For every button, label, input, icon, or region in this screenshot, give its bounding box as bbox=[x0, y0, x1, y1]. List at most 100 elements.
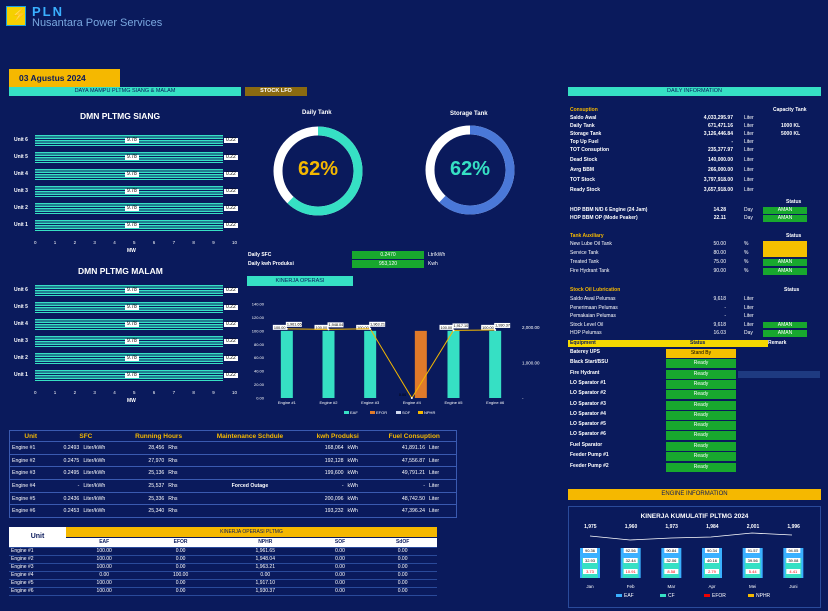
dmn-axis-tick: 10 bbox=[232, 390, 238, 395]
nphr-point bbox=[327, 328, 330, 331]
bar-label: 2.79 bbox=[708, 569, 717, 574]
table-cell: Liter/kWh bbox=[81, 479, 121, 493]
consumption-label: Avrg BBM bbox=[570, 167, 594, 173]
dmn-max: 0.22 bbox=[224, 171, 238, 177]
table-cell: Rhs bbox=[166, 441, 197, 455]
aux-title: Tank Auxiliary bbox=[570, 233, 604, 239]
lub-label: HOP Pelumas bbox=[570, 330, 602, 336]
table-cell: - bbox=[372, 479, 427, 493]
table-cell: 100.00 bbox=[66, 555, 143, 564]
nphr-label: 1,960 bbox=[625, 524, 638, 530]
table-row: Engine #4 0.00 100.00 0.00 0.00 0.00 bbox=[9, 571, 437, 580]
dmn-max: 0.22 bbox=[224, 188, 238, 194]
consumption-unit: Liter bbox=[744, 157, 754, 163]
status-badge: AMAN bbox=[763, 321, 807, 328]
line-label-bg bbox=[494, 322, 511, 328]
dmn-unit-label: Unit 4 bbox=[14, 171, 28, 177]
dmn-value: 9.78 bbox=[125, 205, 139, 211]
eaf-bar bbox=[364, 330, 377, 398]
table-cell bbox=[196, 504, 303, 519]
consumption-unit: Liter bbox=[744, 177, 754, 183]
bar-label-bg bbox=[745, 558, 760, 563]
dmn-value: 9.78 bbox=[125, 304, 139, 310]
nphr-label: 2,001 bbox=[747, 524, 760, 530]
table-cell: 0.00 bbox=[66, 571, 143, 580]
dmn-unit-label: Unit 1 bbox=[14, 372, 28, 378]
aux-value: 90.00 bbox=[713, 268, 726, 274]
header-cell: Unit bbox=[9, 430, 52, 442]
capacity-value: 1000 KL bbox=[781, 123, 801, 129]
bar-label-bg bbox=[664, 558, 679, 563]
equipment-status: Ready bbox=[666, 410, 736, 420]
table-cell: Liter/kWh bbox=[81, 466, 121, 481]
pln-logo bbox=[6, 6, 26, 26]
bar-label: 92.56 bbox=[626, 548, 637, 553]
dmn-value: 9.78 bbox=[125, 188, 139, 194]
lub-unit: Liter bbox=[744, 304, 754, 311]
table-cell: 0.00 bbox=[142, 555, 219, 564]
legend-label: EAF bbox=[624, 593, 634, 599]
line-label: 1,917.10 bbox=[454, 324, 469, 328]
dmn-unit-label: Unit 2 bbox=[14, 205, 28, 211]
aux-label: Service Tank bbox=[570, 250, 599, 256]
dmn-unit-label: Unit 3 bbox=[14, 338, 28, 344]
table-cell bbox=[196, 492, 303, 506]
brand-subtitle: Nusantara Power Services bbox=[32, 17, 163, 29]
y-tick: 60.00 bbox=[254, 355, 265, 360]
nphr-label: 1,984 bbox=[706, 524, 719, 530]
table-cell: - bbox=[302, 479, 346, 493]
daya-header: DAYA MAMPU PLTMG SIANG & MALAM bbox=[9, 87, 241, 96]
dmn-axis-tick: 7 bbox=[172, 390, 176, 395]
dmn-axis-tick: 2 bbox=[73, 240, 77, 245]
table-cell: 28,456 bbox=[120, 441, 167, 455]
table-cell: 0.2436 bbox=[51, 492, 82, 506]
consumption-unit: Liter bbox=[744, 139, 754, 145]
table-cell: Liter bbox=[427, 466, 457, 481]
equipment-header-bar bbox=[568, 340, 768, 347]
bar-label: 40.16 bbox=[707, 558, 718, 563]
table-cell: 0.00 bbox=[311, 563, 369, 572]
consumption-label: Dead Stock bbox=[570, 157, 598, 163]
lub-status-title: Status bbox=[784, 287, 800, 293]
eaf-bar bbox=[489, 330, 502, 398]
table-row: Engine #3 100.00 0.00 1,963.21 0.00 0.00 bbox=[9, 563, 437, 572]
table-cell: Liter bbox=[427, 479, 457, 493]
dmn-axis-label: MW bbox=[127, 248, 136, 254]
x-tick: Engine #5 bbox=[444, 400, 463, 405]
lub-title: Stock Oil Lubrication bbox=[570, 287, 621, 293]
table-cell: 100.00 bbox=[142, 571, 219, 580]
table-row: Engine #1 100.00 0.00 1,961.65 0.00 0.00 bbox=[9, 547, 437, 556]
bar-label: 0.00 bbox=[399, 393, 406, 397]
header-cell: kwh Produksi bbox=[302, 430, 373, 442]
bar-label: 39.08 bbox=[788, 558, 799, 563]
kinerja-operasi-chart: 0.00 20.00 40.00 60.00 80.00 100.00 120.00 140.… bbox=[252, 302, 540, 416]
storage-tank-gauge bbox=[425, 125, 515, 215]
legend-label: EFOR bbox=[376, 410, 387, 415]
consumption-value: 140,000.00 bbox=[707, 157, 733, 163]
consumption-value: 3,797,918.00 bbox=[703, 177, 733, 183]
legend-label: EAF bbox=[350, 410, 358, 415]
equipment-status: Ready bbox=[666, 452, 736, 462]
table-cell: Engine #2 bbox=[9, 555, 66, 564]
table-cell: Forced Outage bbox=[196, 479, 303, 493]
dmn-axis-tick: 2 bbox=[73, 390, 77, 395]
dmn-max: 0.22 bbox=[224, 205, 238, 211]
dmn-unit-label: Unit 3 bbox=[14, 188, 28, 194]
legend-swatch bbox=[616, 594, 622, 597]
nphr-label: 1,975 bbox=[584, 524, 597, 530]
table-cell: 49,791.21 bbox=[372, 466, 427, 481]
equipment-label: Feeder Pump #1 bbox=[570, 452, 609, 459]
table-cell: kWh bbox=[345, 479, 373, 493]
daily-kwh-unit: Kwh bbox=[428, 261, 438, 267]
equipment-label: LO Sparator #5 bbox=[570, 421, 606, 428]
dmn-value: 9.78 bbox=[125, 321, 139, 327]
legend-label: EFOR bbox=[712, 593, 726, 599]
table-cell: 0.00 bbox=[142, 579, 219, 588]
efor-bar bbox=[414, 330, 427, 398]
dmn-max: 0.22 bbox=[224, 321, 238, 327]
equipment-status-title: Status bbox=[690, 340, 706, 346]
consumption-label: Top Up Fuel bbox=[570, 139, 599, 145]
table-cell bbox=[196, 441, 303, 455]
bar-label-bg bbox=[583, 569, 597, 574]
table-cell: Rhs bbox=[166, 504, 197, 519]
